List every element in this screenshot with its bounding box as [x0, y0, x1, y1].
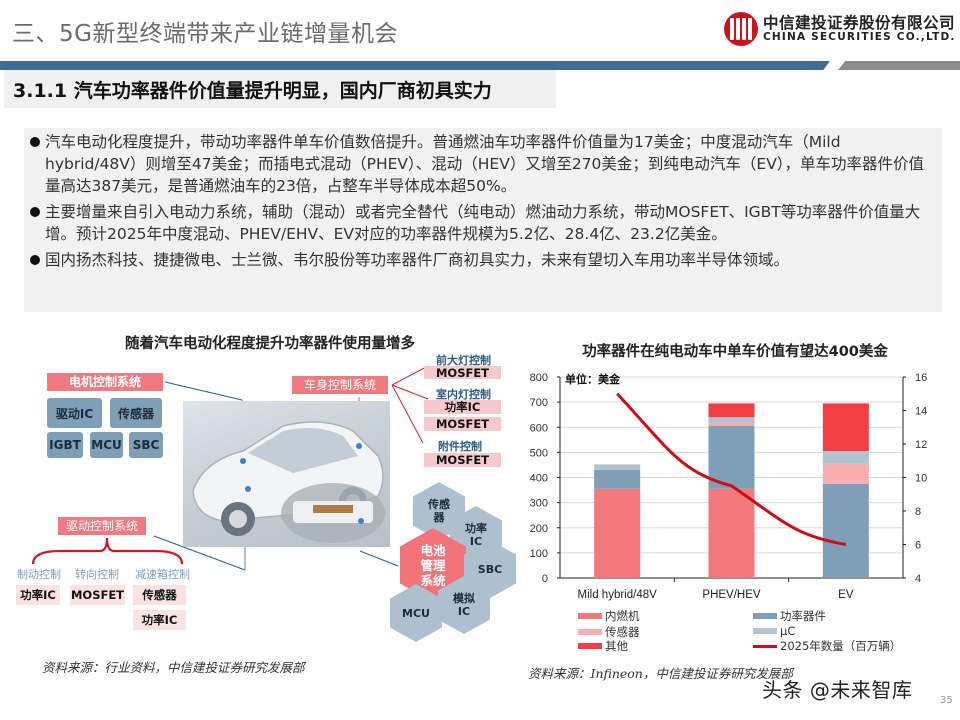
watermark: 头条 @未来智库 — [762, 678, 913, 702]
battery-hex: 模拟 IC — [438, 576, 490, 634]
bullet-item: 主要增量来自引入电动力系统，辅助（混动）或者完全替代（纯电动）燃油动力系统，带动… — [30, 201, 936, 245]
chart-source: 资料来源：Infineon，中信建投证券研究发展部 — [528, 666, 793, 681]
logo-name-cn: 中信建投证券股份有限公司 — [763, 13, 956, 32]
legend-item: μC — [753, 624, 795, 638]
car-illustration — [183, 401, 390, 547]
bullet-item: 国内扬杰科技、捷捷微电、士兰微、韦尔股份等功率器件厂商初具实力，未来有望切入车用… — [30, 249, 936, 271]
body-group-label: 室内灯控制 — [436, 388, 491, 401]
chart-unit-label: 单位：美金 — [565, 373, 620, 386]
drive-control-label: 驱动控制系统 — [58, 517, 146, 535]
chart-title: 功率器件在纯电动车中单车价值有望达400美金 — [582, 344, 888, 360]
diagram-source: 资料来源：行业资料，中信建投证券研究发展部 — [42, 660, 305, 675]
page-title: 三、5G新型终端带来产业链增量机会 — [12, 21, 398, 47]
svg-text:600: 600 — [530, 422, 548, 434]
svg-text:10: 10 — [915, 473, 927, 485]
drive-chip: 传感器 — [133, 585, 186, 605]
svg-text:16: 16 — [915, 372, 927, 384]
company-logo: 中信建投证券股份有限公司 CHINA SECURITIES CO.,LTD. — [724, 12, 956, 46]
drive-group-label: 制动控制 — [17, 568, 61, 581]
motor-chip: 传感器 — [110, 398, 162, 428]
body-chip: MOSFET — [424, 417, 501, 431]
header-band-blue — [0, 61, 830, 70]
bullet-dot-icon — [30, 137, 40, 147]
motor-chip: SBC — [129, 432, 163, 458]
electric-car-icon — [192, 421, 385, 543]
legend-item: 内燃机 — [578, 608, 640, 624]
header-band-gray — [838, 61, 960, 70]
svg-text:8: 8 — [915, 506, 921, 518]
section-title: 3.1.1 汽车功率器件价值量提升明显，国内厂商初具实力 — [13, 80, 492, 102]
section-title-box — [4, 70, 556, 108]
drive-chip: 功率IC — [16, 585, 60, 605]
body-group-label: 前大灯控制 — [436, 354, 491, 367]
bullet-dot-icon — [30, 207, 40, 217]
drive-chip: MOSFET — [70, 585, 125, 605]
svg-text:6: 6 — [915, 540, 921, 552]
drive-chip: 功率IC — [133, 610, 186, 630]
diagram-title: 随着汽车电动化程度提升功率器件使用量增多 — [125, 336, 415, 352]
svg-text:Mild hybrid/48V: Mild hybrid/48V — [578, 589, 658, 601]
drive-group-label: 减速箱控制 — [135, 568, 190, 581]
motor-control-label: 电机控制系统 — [47, 373, 163, 391]
motor-chip: MCU — [90, 432, 123, 458]
svg-text:4: 4 — [915, 573, 921, 585]
body-chip: MOSFET — [424, 366, 501, 380]
page-number: 35 — [940, 695, 953, 706]
battery-hex: MCU — [390, 584, 442, 642]
body-chip: 功率IC — [424, 400, 501, 414]
svg-text:500: 500 — [530, 447, 548, 459]
logo-name-en: CHINA SECURITIES CO.,LTD. — [763, 31, 956, 43]
svg-text:700: 700 — [530, 397, 548, 409]
bullet-dot-icon — [30, 255, 40, 265]
svg-text:PHEV/HEV: PHEV/HEV — [702, 589, 760, 601]
body-control-label: 车身控制系统 — [292, 376, 388, 394]
svg-text:12: 12 — [915, 439, 927, 451]
svg-text:200: 200 — [530, 523, 548, 535]
svg-text:EV: EV — [838, 589, 854, 601]
legend-item: 其他 — [578, 638, 628, 654]
bullet-item: 汽车电动化程度提升，带动功率器件单车价值数倍提升。普通燃油车功率器件价值量为17… — [30, 131, 936, 197]
svg-text:0: 0 — [542, 573, 548, 585]
motor-chip: IGBT — [47, 432, 83, 458]
legend-item: 功率器件 — [753, 608, 826, 624]
body-chip: MOSFET — [424, 453, 501, 467]
svg-text:800: 800 — [530, 372, 548, 384]
svg-text:14: 14 — [915, 406, 927, 418]
bullet-list: 汽车电动化程度提升，带动功率器件单车价值数倍提升。普通燃油车功率器件价值量为17… — [24, 128, 942, 312]
legend-item: 2025年数量（百万辆） — [753, 638, 901, 654]
body-group-label: 附件控制 — [438, 440, 482, 453]
drive-group-label: 转向控制 — [75, 568, 119, 581]
svg-text:400: 400 — [530, 473, 548, 485]
citic-logo-icon — [724, 12, 758, 46]
legend-item: 传感器 — [578, 624, 640, 640]
svg-text:300: 300 — [530, 498, 548, 510]
motor-chip: 驱动IC — [47, 398, 102, 428]
svg-text:100: 100 — [530, 548, 548, 560]
